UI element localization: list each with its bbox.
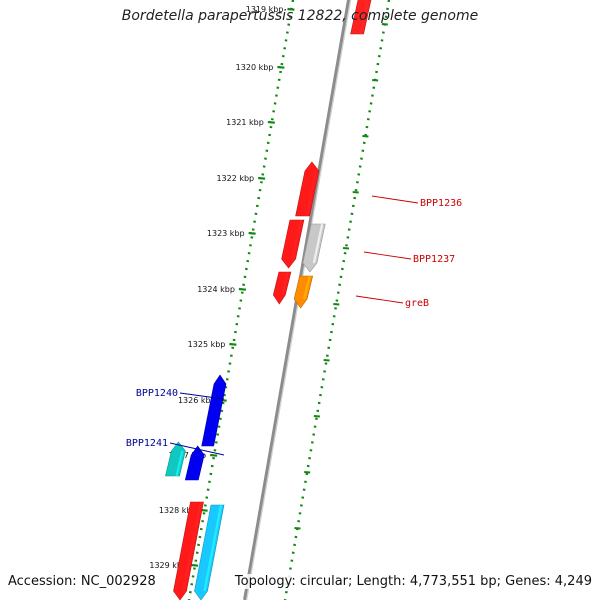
gene-label-bpp1240[interactable]: BPP1240 (136, 388, 178, 399)
scale-tick-label: 1319 kbp (246, 5, 284, 14)
gene-arrow-shine (175, 450, 184, 477)
gene-labels: BPP1236 BPP1237 greB BPP1240 BPP1241 (126, 195, 462, 456)
scale-tick-mark (210, 453, 218, 457)
gene-bpp1237[interactable] (281, 219, 305, 269)
gene-arrow[interactable] (293, 275, 314, 309)
scale-tick-label: 1320 kbp (236, 63, 274, 72)
gene-arrow-shine (182, 501, 202, 592)
scale-tick-label: 1326 kbp (178, 396, 216, 405)
gene-bpp1241[interactable] (184, 445, 205, 481)
gene-feature-3[interactable] (302, 223, 326, 273)
minor-tick (323, 359, 330, 362)
gene-label-bpp1241[interactable]: BPP1241 (126, 438, 168, 449)
gene-label-greb[interactable]: greB (405, 298, 429, 309)
gene-arrow-shine (303, 275, 311, 300)
gene-feature-5[interactable] (293, 275, 314, 309)
gene-feature-8[interactable] (165, 441, 186, 477)
scale-ticks: 1319 kbp 1320 kbp 1321 kbp 1322 kbp 1323 kbp… (149, 5, 295, 570)
scale-tick-mark (238, 287, 247, 291)
genome-info-text: Topology: circular; Length: 4,773,551 bp… (232, 574, 594, 589)
minor-tick (362, 135, 369, 138)
scale-tick-label: 1329 kbp (149, 561, 187, 570)
gene-arrow-shine (291, 219, 302, 260)
gene-arrow[interactable] (165, 441, 186, 477)
minor-tick (304, 471, 311, 474)
scale-tick-mark (277, 65, 285, 69)
minor-tick (381, 23, 388, 26)
scale-tick-label: 1328 kbp (159, 506, 197, 515)
gene-label-leader (371, 195, 419, 204)
scale-tick-label: 1325 kbp (188, 340, 226, 349)
minor-tick (372, 79, 379, 82)
map-title: Bordetella parapertussis 12822, complete… (121, 8, 479, 24)
scale-tick-label: 1323 kbp (207, 229, 245, 238)
gene-arrow[interactable] (184, 445, 205, 481)
gene-label-leader (363, 251, 412, 260)
scale-tick-mark (190, 563, 199, 567)
gene-label-bpp1236[interactable]: BPP1236 (420, 198, 462, 209)
scale-tick-mark (258, 176, 266, 180)
gene-arrow-shine (359, 0, 370, 35)
gene-arrow-shine (209, 383, 225, 447)
gene-arrow-shine (312, 223, 324, 264)
minor-tick (333, 303, 340, 306)
scale-tick-label: 1321 kbp (226, 118, 264, 127)
scale-tick-label: 1324 kbp (197, 285, 235, 294)
gene-label-bpp1237[interactable]: BPP1237 (413, 254, 455, 265)
gene-features (165, 0, 372, 600)
gene-arrow[interactable] (272, 271, 292, 305)
gene-greb[interactable] (272, 271, 292, 305)
gene-arrow[interactable] (281, 219, 305, 269)
minor-tick (352, 191, 359, 194)
minor-tick (342, 247, 350, 250)
gene-bpp1236[interactable] (295, 161, 320, 217)
accession-text: Accession: NC_002928 (6, 574, 158, 589)
gene-arrow[interactable] (201, 374, 227, 447)
minor-tick (294, 527, 301, 530)
gene-arrow-shine (281, 271, 289, 296)
gene-label-leader (355, 295, 404, 304)
gene-label-leader (179, 392, 225, 400)
left-dotted-line (187, 0, 295, 600)
gene-label-leader (169, 442, 225, 456)
scale-tick-mark (248, 231, 256, 235)
gene-arrow-shine (194, 454, 203, 481)
scale-tick-mark (267, 120, 275, 124)
gene-feature-0[interactable] (350, 0, 372, 35)
scale-tick-label: 1322 kbp (216, 174, 254, 183)
scale-tick-mark (229, 342, 237, 346)
right-dotted-line (283, 0, 391, 600)
gene-feature-9[interactable] (173, 501, 204, 600)
gene-feature-10[interactable] (194, 504, 225, 600)
gene-arrow[interactable] (302, 223, 326, 273)
gene-arrow-shine (203, 504, 223, 592)
scale-tick-mark (287, 7, 295, 11)
gene-arrow[interactable] (295, 161, 320, 217)
scale-tick-label: 1327 kbp (168, 451, 206, 460)
minor-tick (313, 415, 320, 418)
gene-bpp1240[interactable] (201, 374, 227, 447)
gene-arrow-shine (305, 170, 318, 217)
